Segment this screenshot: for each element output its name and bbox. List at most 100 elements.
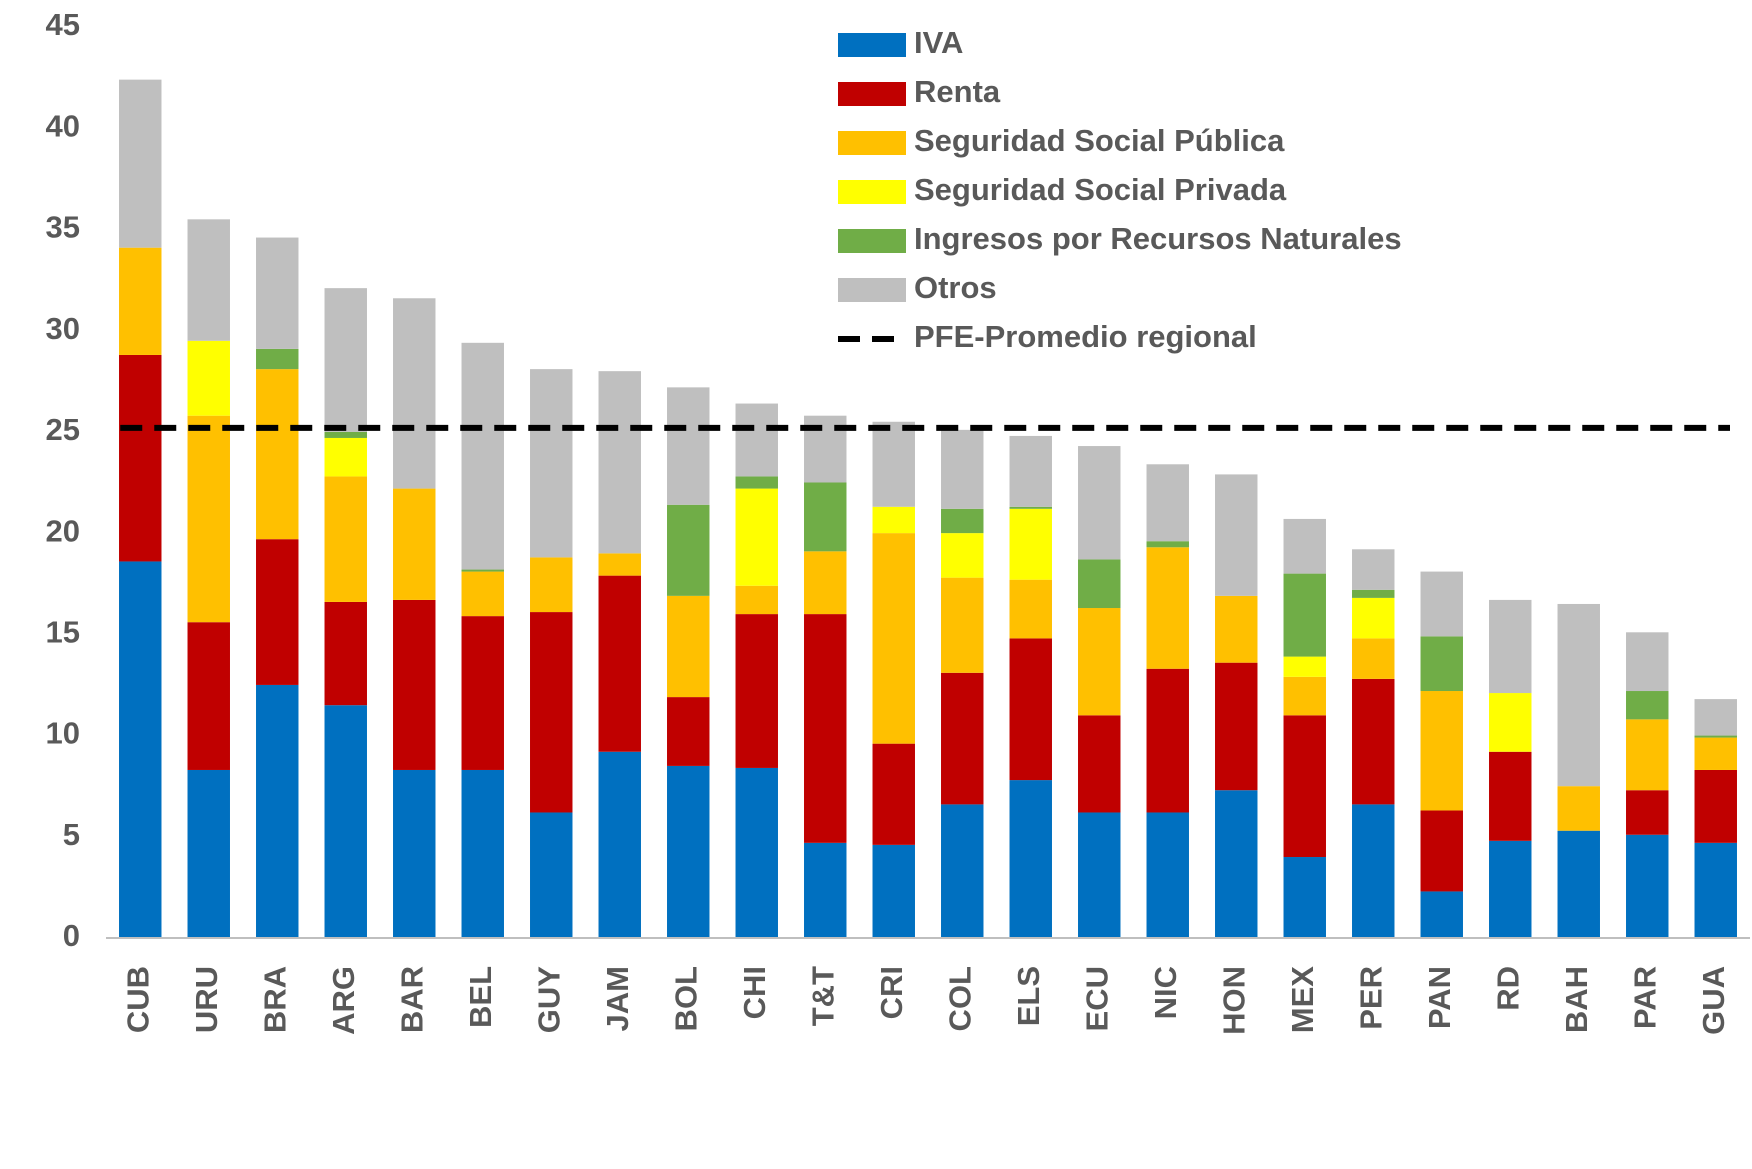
bar-segment bbox=[1489, 751, 1532, 841]
y-tick-label: 5 bbox=[63, 817, 80, 852]
bar-segment bbox=[735, 614, 778, 768]
bar-segment bbox=[1009, 508, 1052, 580]
bar-segment bbox=[1283, 518, 1326, 574]
bar-segment bbox=[530, 557, 573, 613]
bar-segment bbox=[1420, 810, 1463, 892]
bar-segment bbox=[872, 421, 915, 507]
x-tick-label: GUY bbox=[531, 966, 566, 1034]
bar-segment bbox=[1420, 691, 1463, 811]
x-tick-label: ELS bbox=[1011, 966, 1046, 1026]
x-tick-label: BAH bbox=[1559, 966, 1594, 1033]
bar-segment bbox=[941, 577, 984, 673]
bar-segment bbox=[461, 616, 504, 770]
bar-segment bbox=[735, 476, 778, 489]
y-tick-label: 20 bbox=[46, 513, 80, 548]
bar-segment bbox=[461, 569, 504, 572]
legend-swatch bbox=[838, 131, 906, 155]
bar-segment bbox=[941, 429, 984, 509]
x-tick-label: JAM bbox=[600, 966, 635, 1031]
bar-segment bbox=[119, 247, 162, 355]
bar-segment bbox=[1078, 559, 1121, 609]
bar-segment bbox=[941, 508, 984, 534]
bar-segment bbox=[804, 551, 847, 615]
bar-segment bbox=[256, 369, 299, 540]
bar-segment bbox=[1215, 790, 1258, 938]
x-tick-label: ECU bbox=[1079, 966, 1114, 1031]
bar-segment bbox=[393, 298, 436, 489]
x-tick-label: BRA bbox=[257, 966, 292, 1033]
bar-segment bbox=[1626, 719, 1669, 791]
bar-segment bbox=[872, 533, 915, 744]
bar-segment bbox=[804, 614, 847, 843]
bar-segment bbox=[1626, 632, 1669, 692]
bar-segment bbox=[1420, 636, 1463, 692]
bar-segment bbox=[1009, 579, 1052, 639]
bar-segment bbox=[1489, 599, 1532, 694]
bar-segment bbox=[1420, 571, 1463, 637]
y-tick-label: 25 bbox=[46, 412, 80, 447]
legend-label: Seguridad Social Pública bbox=[914, 123, 1285, 158]
legend-label: Otros bbox=[914, 270, 997, 305]
bar-segment bbox=[1352, 549, 1395, 590]
bar-segment bbox=[1352, 589, 1395, 598]
bar-segment bbox=[187, 219, 230, 341]
bar-segment bbox=[1352, 804, 1395, 938]
x-tick-label: BAR bbox=[394, 966, 429, 1033]
bar-segment bbox=[1557, 603, 1600, 787]
bar-segment bbox=[1283, 715, 1326, 858]
y-tick-label: 35 bbox=[46, 210, 80, 245]
y-tick-label: 30 bbox=[46, 311, 80, 346]
bar-segment bbox=[324, 705, 367, 938]
legend-label: Ingresos por Recursos Naturales bbox=[914, 221, 1402, 256]
bar-segment bbox=[1283, 656, 1326, 677]
bar-segment bbox=[1694, 842, 1737, 938]
x-tick-label: PER bbox=[1353, 966, 1388, 1030]
bar-segment bbox=[1009, 780, 1052, 938]
bar-segment bbox=[1078, 715, 1121, 813]
x-tick-label: BEL bbox=[463, 966, 498, 1028]
x-tick-label: BOL bbox=[668, 966, 703, 1031]
bar-segment bbox=[1078, 608, 1121, 716]
bar-segment bbox=[598, 575, 641, 752]
bar-segment bbox=[598, 751, 641, 938]
bar-segment bbox=[1420, 891, 1463, 938]
bar-segment bbox=[1215, 474, 1258, 596]
bar-segment bbox=[393, 599, 436, 770]
bar-segment bbox=[735, 488, 778, 586]
bar-segment bbox=[872, 844, 915, 938]
bar-segment bbox=[187, 415, 230, 623]
bar-segment bbox=[1009, 638, 1052, 781]
bar-segment bbox=[941, 672, 984, 805]
bar-segment bbox=[872, 743, 915, 845]
x-tick-label: GUA bbox=[1696, 966, 1731, 1035]
x-tick-label: COL bbox=[942, 966, 977, 1031]
bar-segment bbox=[735, 403, 778, 477]
bar-segment bbox=[461, 342, 504, 570]
bar-segment bbox=[941, 804, 984, 938]
bar-segment bbox=[1626, 691, 1669, 720]
bar-segment bbox=[941, 533, 984, 578]
legend-label: Seguridad Social Privada bbox=[914, 172, 1287, 207]
bar-segment bbox=[1694, 737, 1737, 770]
bar-segment bbox=[530, 812, 573, 938]
bar-segment bbox=[1146, 547, 1189, 669]
legend-swatch bbox=[838, 33, 906, 57]
y-tick-label: 0 bbox=[63, 918, 80, 953]
x-tick-label: HON bbox=[1216, 966, 1251, 1035]
y-tick-label: 45 bbox=[46, 7, 80, 42]
bar-segment bbox=[1489, 693, 1532, 752]
legend-label: PFE-Promedio regional bbox=[914, 319, 1257, 354]
x-tick-label: PAN bbox=[1422, 966, 1457, 1029]
bar-segment bbox=[1283, 857, 1326, 938]
bar-segment bbox=[1626, 834, 1669, 938]
y-tick-label: 10 bbox=[46, 716, 80, 751]
x-tick-label: NIC bbox=[1148, 966, 1183, 1019]
legend-swatch bbox=[838, 180, 906, 204]
bar-segment bbox=[256, 237, 299, 349]
x-tick-label: PAR bbox=[1627, 966, 1662, 1029]
bar-segment bbox=[598, 553, 641, 576]
bar-segment bbox=[393, 488, 436, 600]
bar-segment bbox=[667, 765, 710, 938]
bar-segment bbox=[1557, 830, 1600, 938]
